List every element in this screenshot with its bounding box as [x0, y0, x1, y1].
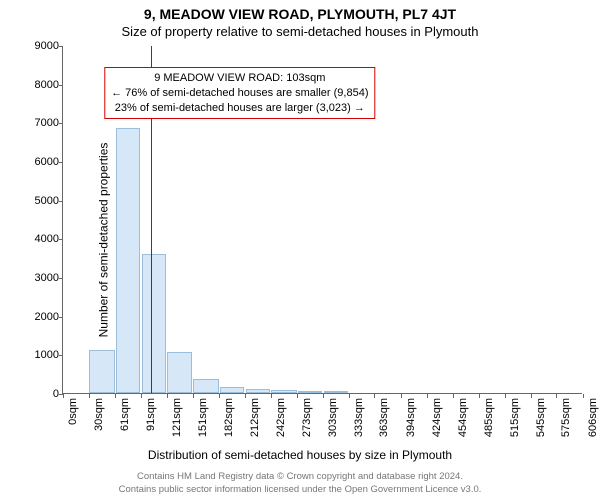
- x-tick-label: 545sqm: [535, 398, 547, 437]
- bar: [89, 350, 114, 393]
- x-tick-mark: [505, 394, 506, 398]
- annotation-box: 9 MEADOW VIEW ROAD: 103sqm← 76% of semi-…: [104, 67, 375, 120]
- x-tick-mark: [583, 394, 584, 398]
- bar: [298, 391, 322, 393]
- bar: [193, 379, 218, 393]
- y-tick-mark: [59, 162, 63, 163]
- y-tick-mark: [59, 85, 63, 86]
- x-tick-label: 606sqm: [587, 398, 599, 437]
- x-tick-label: 151sqm: [197, 398, 209, 437]
- x-tick-mark: [531, 394, 532, 398]
- annotation-line-2: ← 76% of semi-detached houses are smalle…: [111, 86, 368, 101]
- x-tick-label: 485sqm: [483, 398, 495, 437]
- x-tick-mark: [427, 394, 428, 398]
- y-tick-mark: [59, 123, 63, 124]
- x-tick-mark: [63, 394, 64, 398]
- x-tick-label: 303sqm: [327, 398, 339, 437]
- x-tick-mark: [349, 394, 350, 398]
- bar: [116, 128, 140, 393]
- plot-area: 01000200030004000500060007000800090000sq…: [62, 46, 582, 394]
- y-tick-mark: [59, 201, 63, 202]
- y-tick-mark: [59, 278, 63, 279]
- y-tick-label: 7000: [21, 117, 59, 129]
- x-tick-label: 91sqm: [145, 398, 157, 431]
- x-tick-mark: [219, 394, 220, 398]
- x-tick-mark: [479, 394, 480, 398]
- bar: [324, 391, 348, 393]
- y-tick-label: 3000: [21, 272, 59, 284]
- x-tick-mark: [115, 394, 116, 398]
- y-tick-mark: [59, 46, 63, 47]
- page-title: 9, MEADOW VIEW ROAD, PLYMOUTH, PL7 4JT: [0, 6, 600, 22]
- x-tick-label: 363sqm: [378, 398, 390, 437]
- x-tick-label: 424sqm: [431, 398, 443, 437]
- x-tick-mark: [271, 394, 272, 398]
- y-tick-label: 1000: [21, 349, 59, 361]
- x-tick-mark: [556, 394, 557, 398]
- x-tick-label: 242sqm: [275, 398, 287, 437]
- bar: [167, 352, 191, 393]
- x-axis-label: Distribution of semi-detached houses by …: [0, 448, 600, 462]
- x-tick-mark: [193, 394, 194, 398]
- plot-inner: 01000200030004000500060007000800090000sq…: [62, 46, 582, 394]
- x-tick-label: 182sqm: [223, 398, 235, 437]
- y-tick-mark: [59, 239, 63, 240]
- y-tick-mark: [59, 317, 63, 318]
- x-tick-label: 273sqm: [301, 398, 313, 437]
- x-tick-mark: [374, 394, 375, 398]
- footer-line-1: Contains HM Land Registry data © Crown c…: [0, 471, 600, 483]
- x-tick-label: 121sqm: [171, 398, 183, 437]
- annotation-line-1: 9 MEADOW VIEW ROAD: 103sqm: [111, 71, 368, 86]
- bar: [220, 387, 244, 393]
- x-tick-mark: [323, 394, 324, 398]
- x-tick-mark: [401, 394, 402, 398]
- y-tick-label: 5000: [21, 195, 59, 207]
- bar: [142, 254, 166, 393]
- x-tick-label: 333sqm: [353, 398, 365, 437]
- x-tick-label: 0sqm: [67, 398, 79, 425]
- bar: [271, 390, 296, 393]
- y-tick-label: 9000: [21, 40, 59, 52]
- x-tick-label: 61sqm: [119, 398, 131, 431]
- chart-root: 9, MEADOW VIEW ROAD, PLYMOUTH, PL7 4JT S…: [0, 0, 600, 500]
- x-tick-mark: [141, 394, 142, 398]
- y-tick-label: 8000: [21, 79, 59, 91]
- footer: Contains HM Land Registry data © Crown c…: [0, 471, 600, 496]
- x-tick-mark: [89, 394, 90, 398]
- y-tick-label: 0: [21, 388, 59, 400]
- x-tick-label: 30sqm: [93, 398, 105, 431]
- x-tick-mark: [453, 394, 454, 398]
- y-tick-mark: [59, 355, 63, 356]
- x-tick-label: 394sqm: [405, 398, 417, 437]
- chart-subtitle: Size of property relative to semi-detach…: [0, 24, 600, 39]
- x-tick-mark: [167, 394, 168, 398]
- x-tick-label: 454sqm: [457, 398, 469, 437]
- x-tick-label: 515sqm: [509, 398, 521, 437]
- x-tick-mark: [245, 394, 246, 398]
- annotation-line-3: 23% of semi-detached houses are larger (…: [111, 101, 368, 116]
- y-tick-label: 4000: [21, 233, 59, 245]
- x-tick-mark: [297, 394, 298, 398]
- x-tick-label: 212sqm: [249, 398, 261, 437]
- footer-line-2: Contains public sector information licen…: [0, 484, 600, 496]
- bar: [246, 389, 270, 393]
- y-tick-label: 2000: [21, 311, 59, 323]
- y-tick-label: 6000: [21, 156, 59, 168]
- x-tick-label: 575sqm: [560, 398, 572, 437]
